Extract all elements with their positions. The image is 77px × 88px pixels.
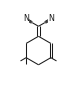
Text: N: N xyxy=(23,14,29,23)
Text: N: N xyxy=(48,14,54,23)
